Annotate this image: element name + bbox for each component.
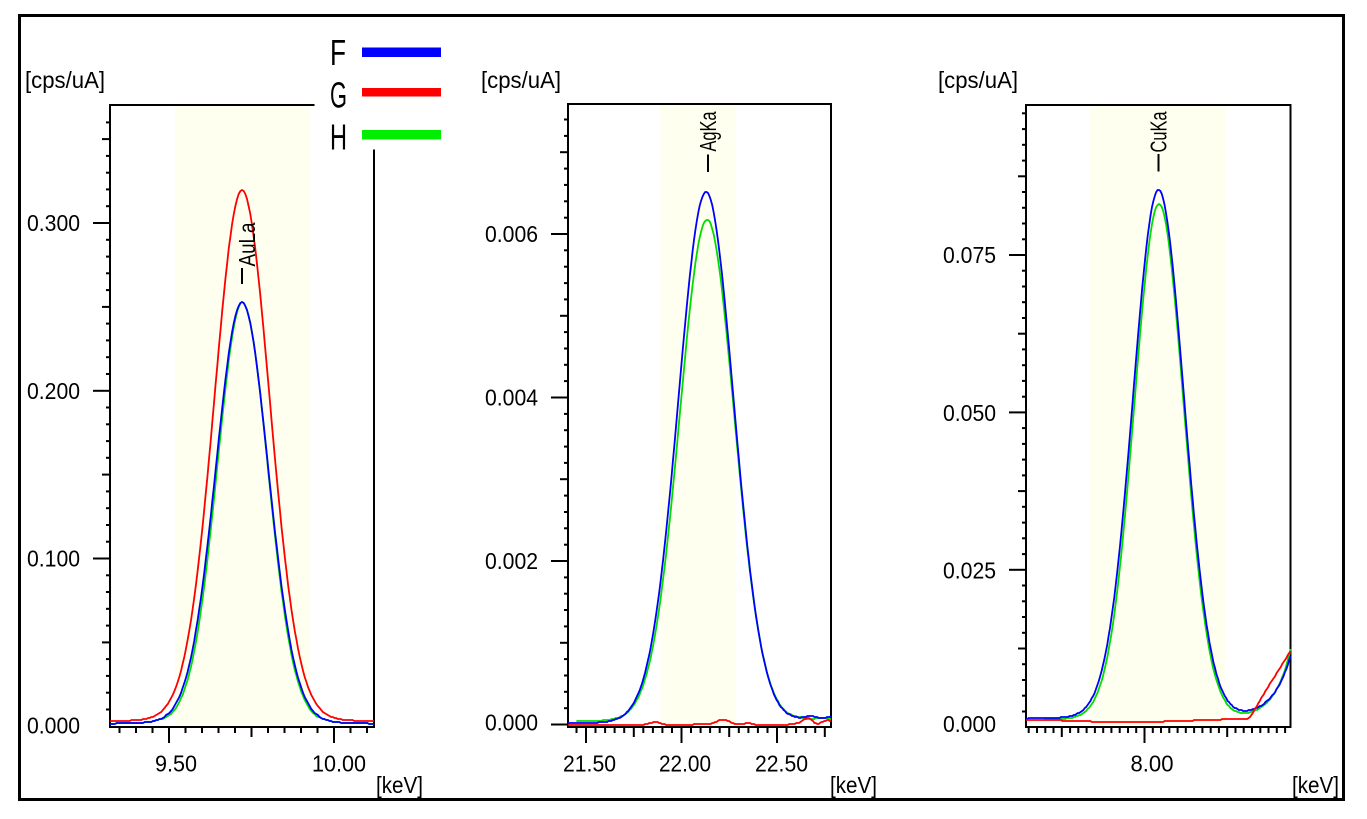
svg-text:0.050: 0.050 [943, 400, 996, 426]
svg-text:0.006: 0.006 [485, 221, 538, 247]
svg-text:21.50: 21.50 [563, 751, 616, 777]
svg-text:[cps/uA]: [cps/uA] [25, 67, 105, 93]
svg-text:[keV]: [keV] [830, 772, 877, 798]
svg-text:[cps/uA]: [cps/uA] [938, 67, 1018, 93]
svg-text:10.00: 10.00 [312, 751, 366, 777]
svg-text:0.000: 0.000 [485, 710, 538, 736]
svg-text:8.00: 8.00 [1131, 751, 1174, 777]
svg-text:0.000: 0.000 [943, 711, 996, 737]
svg-text:0.025: 0.025 [943, 558, 996, 584]
svg-text:CuKa: CuKa [1146, 111, 1172, 152]
svg-text:AgKa: AgKa [695, 111, 721, 151]
svg-text:9.50: 9.50 [155, 751, 197, 777]
svg-text:0.000: 0.000 [27, 713, 80, 739]
svg-text:22.50: 22.50 [755, 751, 808, 777]
svg-text:0.200: 0.200 [27, 378, 80, 404]
svg-text:H: H [330, 117, 347, 158]
svg-text:22.00: 22.00 [659, 751, 711, 777]
svg-text:[keV]: [keV] [1292, 772, 1339, 798]
svg-text:0.075: 0.075 [943, 242, 996, 268]
svg-text:G: G [330, 75, 347, 116]
svg-text:0.100: 0.100 [27, 546, 80, 572]
svg-text:0.300: 0.300 [27, 210, 80, 236]
svg-text:0.004: 0.004 [485, 385, 538, 411]
svg-text:[cps/uA]: [cps/uA] [481, 67, 561, 93]
svg-text:0.002: 0.002 [485, 548, 538, 574]
svg-text:F: F [330, 32, 346, 73]
svg-text:AuLa: AuLa [234, 222, 260, 266]
svg-text:[keV]: [keV] [376, 772, 423, 798]
